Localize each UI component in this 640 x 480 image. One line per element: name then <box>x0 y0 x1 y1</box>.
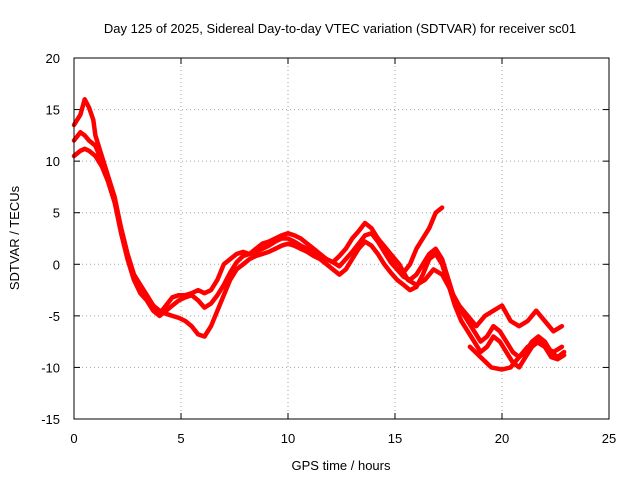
series-group <box>71 97 567 372</box>
series-line-track-3 <box>71 146 567 370</box>
y-tick-label: 0 <box>53 257 60 272</box>
x-tick-label: 0 <box>70 431 77 446</box>
x-tick-label: 20 <box>495 431 509 446</box>
y-tick-label: 15 <box>46 103 60 118</box>
y-tick-label: 10 <box>46 154 60 169</box>
series-line-track-2 <box>71 130 567 360</box>
x-tick-label: 5 <box>177 431 184 446</box>
series-line-track-4 <box>371 231 565 334</box>
x-tick-label: 25 <box>602 431 616 446</box>
y-tick-label: -5 <box>48 309 60 324</box>
x-tick-labels: 0 5 10 15 20 25 <box>70 431 616 446</box>
y-tick-label: 5 <box>53 206 60 221</box>
plot-frame <box>73 57 610 420</box>
grid <box>74 58 609 419</box>
chart-title: Day 125 of 2025, Sidereal Day-to-day VTE… <box>104 21 576 36</box>
y-tick-label: -15 <box>41 412 60 427</box>
y-tick-label: 20 <box>46 51 60 66</box>
y-tick-label: -10 <box>41 360 60 375</box>
x-tick-label: 10 <box>281 431 295 446</box>
series-line-track-5 <box>467 339 565 372</box>
x-tick-label: 15 <box>388 431 402 446</box>
x-axis-label: GPS time / hours <box>292 458 391 473</box>
y-tick-labels: -15 -10 -5 0 5 10 15 20 <box>41 51 60 427</box>
y-axis-label: SDTVAR / TECUs <box>7 185 22 290</box>
